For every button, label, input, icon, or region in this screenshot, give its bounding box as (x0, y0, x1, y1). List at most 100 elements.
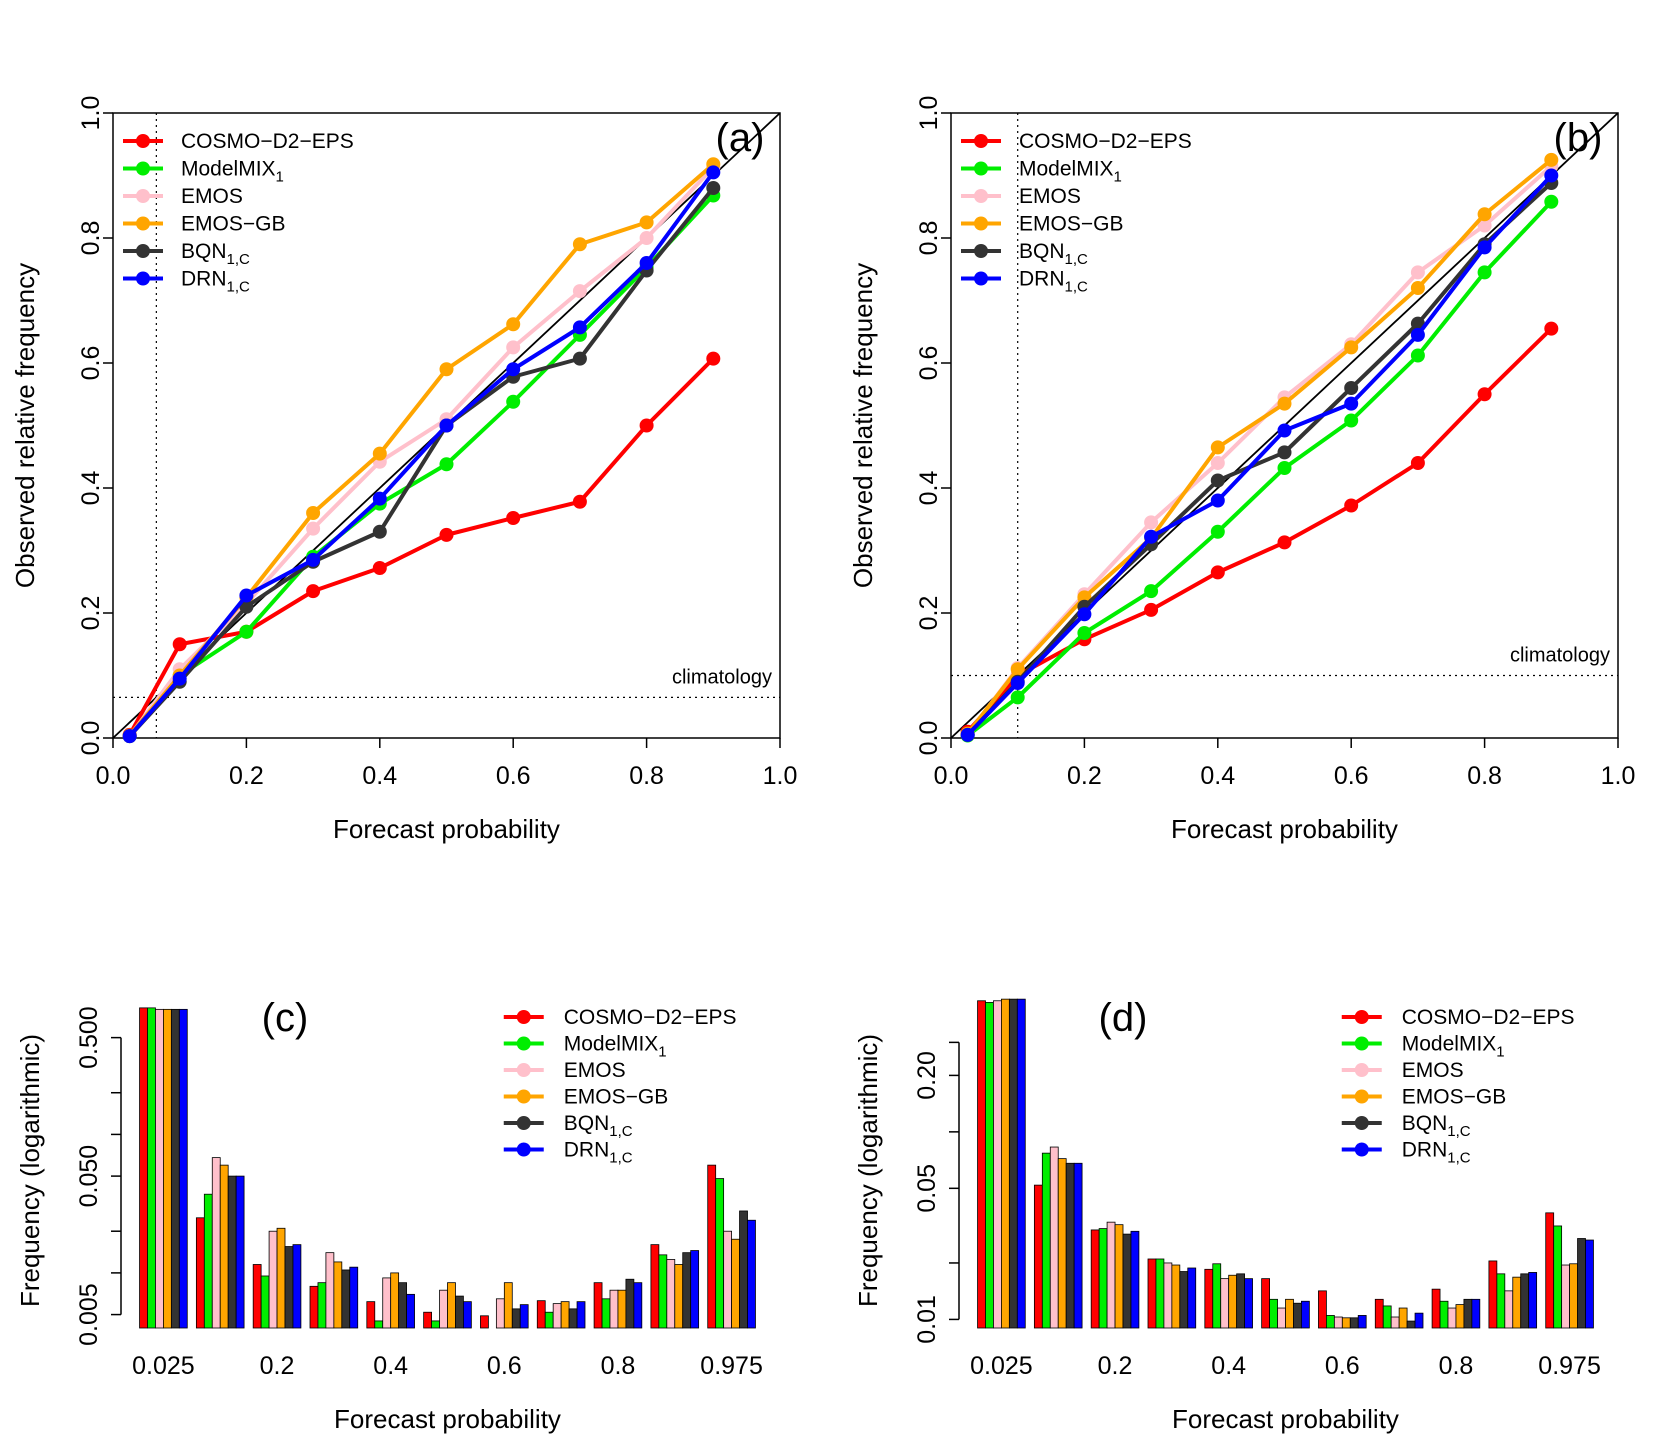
point-COSMO-D2-EPS (506, 511, 521, 525)
point-DRN1C (306, 552, 321, 567)
legend-marker-DRN1C (136, 271, 150, 286)
bar-DRN1C (406, 1293, 415, 1329)
bar-EMOS (1106, 1221, 1116, 1329)
point-DRN1C (1544, 168, 1559, 183)
point-COSMO-D2-EPS (1344, 498, 1359, 513)
bar-DRN1C (1301, 1300, 1310, 1329)
point-BQN1C (1210, 473, 1225, 488)
legend-marker-EMOS (136, 189, 150, 203)
bar-BQN1C (170, 1008, 180, 1329)
bar-COSMO-D2-EPS (1204, 1268, 1214, 1329)
point-BQN1C (706, 181, 721, 195)
bar-EMOS-GB (1341, 1317, 1351, 1329)
bar-EMOS (993, 1000, 1002, 1329)
bar-ModelMIX1 (715, 1178, 725, 1329)
point-ModelMIX1 (1277, 461, 1292, 475)
bar-EMOS-GB (1228, 1274, 1238, 1329)
point-ModelMIX1 (439, 457, 454, 472)
bar-ModelMIX1 (431, 1320, 440, 1329)
bar-DRN1C (519, 1304, 529, 1329)
legend-marker-BQN1C (974, 244, 988, 258)
legend-label-COSMO-D2-EPS: COSMO−D2−EPS (1019, 130, 1192, 153)
y-axis-title: Frequency (logarithmic) (853, 1034, 883, 1307)
bar-COSMO-D2-EPS (1488, 1260, 1498, 1329)
bar-DRN1C (576, 1301, 586, 1329)
bar-EMOS-GB (1398, 1307, 1408, 1329)
bar-EMOS-GB (276, 1227, 286, 1329)
point-EMOS-GB (306, 506, 321, 520)
point-ModelMIX1 (1010, 690, 1025, 705)
bar-BQN1C (227, 1175, 237, 1329)
y-tick-label: 0.6 (77, 346, 105, 381)
bar-DRN1C (1187, 1267, 1197, 1329)
point-DRN1C (572, 320, 587, 335)
bar-EMOS-GB (1455, 1304, 1465, 1329)
point-COSMO-D2-EPS (1544, 321, 1559, 336)
bar-COSMO-D2-EPS (1261, 1278, 1270, 1329)
bar-COSMO-D2-EPS (1033, 1184, 1043, 1329)
legend-marker-COSMO-D2-EPS (974, 134, 988, 148)
panel-label: (c) (262, 996, 309, 1040)
bar-ModelMIX1 (1553, 1225, 1563, 1329)
point-EMOS (639, 231, 654, 245)
point-EMOS-GB (1477, 207, 1492, 222)
bar-BQN1C (682, 1252, 692, 1329)
x-tick-label: 0.4 (373, 1352, 408, 1380)
point-DRN1C (1277, 423, 1292, 438)
bar-EMOS-GB (503, 1282, 513, 1329)
bar-BQN1C (398, 1282, 407, 1329)
y-tick-label: 0.005 (75, 1283, 103, 1346)
x-tick-label: 0.2 (1098, 1352, 1133, 1380)
bar-EMOS (609, 1289, 619, 1329)
bar-DRN1C (633, 1282, 643, 1329)
bar-ModelMIX1 (260, 1275, 270, 1329)
point-EMOS-GB (572, 237, 587, 252)
point-COSMO-D2-EPS (572, 494, 587, 509)
point-DRN1C (1010, 676, 1025, 690)
point-ModelMIX1 (1210, 524, 1225, 539)
legend-label-ModelMIX1: ModelMIX1 (1402, 1033, 1505, 1061)
point-COSMO-D2-EPS (306, 584, 321, 599)
legend-marker-BQN1C (516, 1116, 531, 1130)
bar-BQN1C (341, 1269, 351, 1329)
point-COSMO-D2-EPS (1477, 387, 1492, 402)
y-tick-label: 0.0 (915, 721, 943, 756)
bar-BQN1C (1122, 1233, 1132, 1329)
bar-BQN1C (1008, 998, 1018, 1329)
y-tick-label: 0.0 (77, 721, 105, 756)
x-tick-label: 1.0 (1601, 762, 1636, 790)
bar-COSMO-D2-EPS (1545, 1212, 1555, 1329)
bar-COSMO-D2-EPS (707, 1164, 717, 1329)
bar-ModelMIX1 (1496, 1273, 1506, 1329)
bar-BQN1C (1577, 1238, 1586, 1329)
point-COSMO-D2-EPS (439, 527, 454, 542)
point-EMOS (1210, 456, 1225, 470)
bar-DRN1C (1016, 998, 1026, 1329)
bar-EMOS (382, 1277, 392, 1329)
bar-EMOS (1220, 1278, 1230, 1329)
bar-BQN1C (625, 1278, 635, 1329)
bar-DRN1C (1471, 1298, 1481, 1329)
bar-EMOS-GB (333, 1261, 343, 1329)
point-ModelMIX1 (506, 394, 521, 409)
bar-EMOS-GB (1114, 1224, 1124, 1329)
bar-ModelMIX1 (147, 1007, 156, 1329)
bar-COSMO-D2-EPS (480, 1315, 489, 1329)
legend-label-EMOS: EMOS (1019, 185, 1081, 208)
point-DRN1C (1410, 327, 1425, 342)
series-line-COSMO-D2-EPS (966, 327, 1553, 734)
legend-marker-EMOS (1354, 1063, 1369, 1077)
legend-label-DRN1C: DRN1,C (1402, 1139, 1471, 1167)
x-tick-label: 0.6 (1334, 762, 1369, 790)
bar-BQN1C (1406, 1320, 1416, 1329)
bar-ModelMIX1 (1439, 1300, 1449, 1329)
point-EMOS-GB (372, 446, 387, 461)
legend-label-COSMO-D2-EPS: COSMO−D2−EPS (564, 1006, 737, 1029)
y-tick-label: 0.05 (913, 1164, 941, 1213)
point-DRN1C (239, 588, 254, 603)
bar-EMOS (155, 1008, 164, 1329)
point-BQN1C (1344, 381, 1359, 395)
bar-EMOS-GB (1057, 1158, 1067, 1329)
point-COSMO-D2-EPS (639, 418, 654, 433)
